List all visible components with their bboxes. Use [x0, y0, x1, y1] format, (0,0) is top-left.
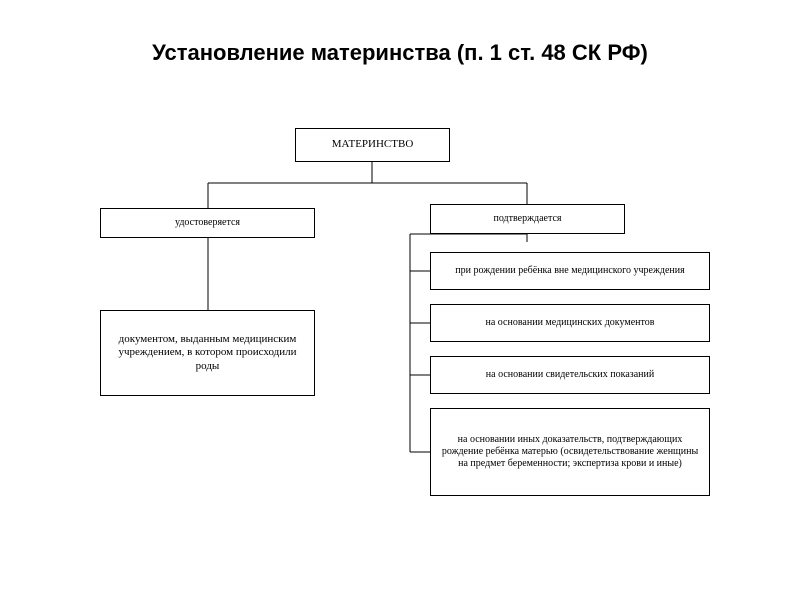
right-branch-item-label: при рождении ребёнка вне медицинского уч…: [455, 265, 684, 277]
right-branch-item: при рождении ребёнка вне медицинского уч…: [430, 252, 710, 290]
right-branch-header: подтверждается: [430, 204, 625, 234]
root-node: МАТЕРИНСТВО: [295, 128, 450, 162]
left-branch-item: документом, выданным медицинским учрежде…: [100, 310, 315, 396]
left-branch-item-label: документом, выданным медицинским учрежде…: [107, 333, 308, 373]
right-branch-item-label: на основании свидетельских показаний: [486, 369, 654, 381]
diagram-canvas: { "title": "Установление материнства (п.…: [0, 0, 800, 600]
right-branch-item: на основании медицинских документов: [430, 304, 710, 342]
root-label: МАТЕРИНСТВО: [332, 138, 414, 151]
left-branch-header: удостоверяется: [100, 208, 315, 238]
page-title: Установление материнства (п. 1 ст. 48 СК…: [0, 40, 800, 66]
right-branch-item-label: на основании медицинских документов: [486, 317, 655, 329]
left-branch-header-label: удостоверяется: [175, 217, 240, 229]
right-branch-header-label: подтверждается: [493, 213, 561, 225]
right-branch-item-label: на основании иных доказательств, подтвер…: [437, 434, 703, 470]
connector-lines: [0, 0, 800, 600]
right-branch-item: на основании иных доказательств, подтвер…: [430, 408, 710, 496]
right-branch-item: на основании свидетельских показаний: [430, 356, 710, 394]
